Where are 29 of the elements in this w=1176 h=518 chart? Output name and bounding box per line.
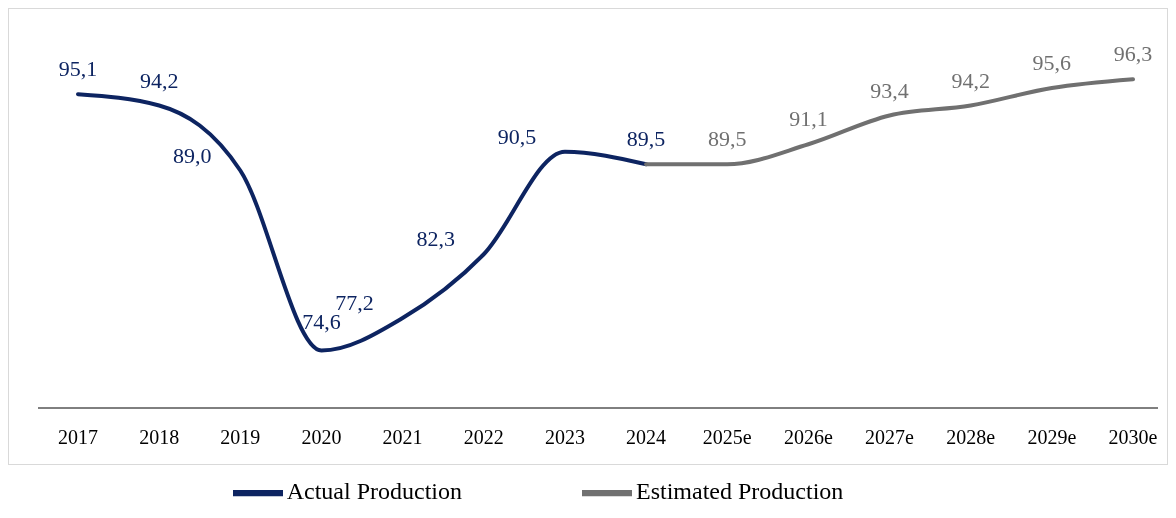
- x-tick-label: 2019: [220, 426, 261, 449]
- x-tick-label: 2020: [301, 426, 342, 449]
- data-label: 93,4: [870, 77, 909, 103]
- data-label: 94,2: [951, 67, 990, 93]
- data-label: 89,5: [707, 126, 747, 152]
- legend-label: Actual Production: [286, 477, 462, 504]
- x-tick-label: 2024: [626, 426, 667, 449]
- x-tick-label: 2023: [544, 426, 585, 449]
- x-tick-label: 2028e: [946, 426, 996, 449]
- data-label: 89,5: [626, 126, 666, 152]
- x-tick-label: 2025e: [702, 426, 752, 449]
- x-tick-label: 2018: [139, 426, 180, 449]
- x-tick-label: 2027e: [865, 426, 915, 449]
- data-label: 90,5: [497, 123, 537, 149]
- data-label: 89,0: [173, 142, 212, 168]
- x-tick-label: 2017: [58, 426, 98, 449]
- x-tick-label: 2030e: [1108, 426, 1158, 449]
- data-label: 95,6: [1032, 50, 1072, 75]
- data-label: 95,1: [58, 56, 98, 82]
- legend-label: Estimated Production: [636, 477, 844, 504]
- x-tick-label: 2026e: [783, 426, 833, 449]
- x-tick-label: 2022: [463, 426, 504, 449]
- data-label: 91,1: [789, 106, 828, 132]
- x-tick-label: 2029e: [1027, 426, 1077, 449]
- data-label: 96,3: [1113, 41, 1153, 67]
- data-label: 77,2: [335, 290, 374, 315]
- data-label: 82,3: [416, 226, 456, 252]
- data-label: 94,2: [139, 67, 179, 93]
- x-tick-label: 2021: [382, 426, 423, 449]
